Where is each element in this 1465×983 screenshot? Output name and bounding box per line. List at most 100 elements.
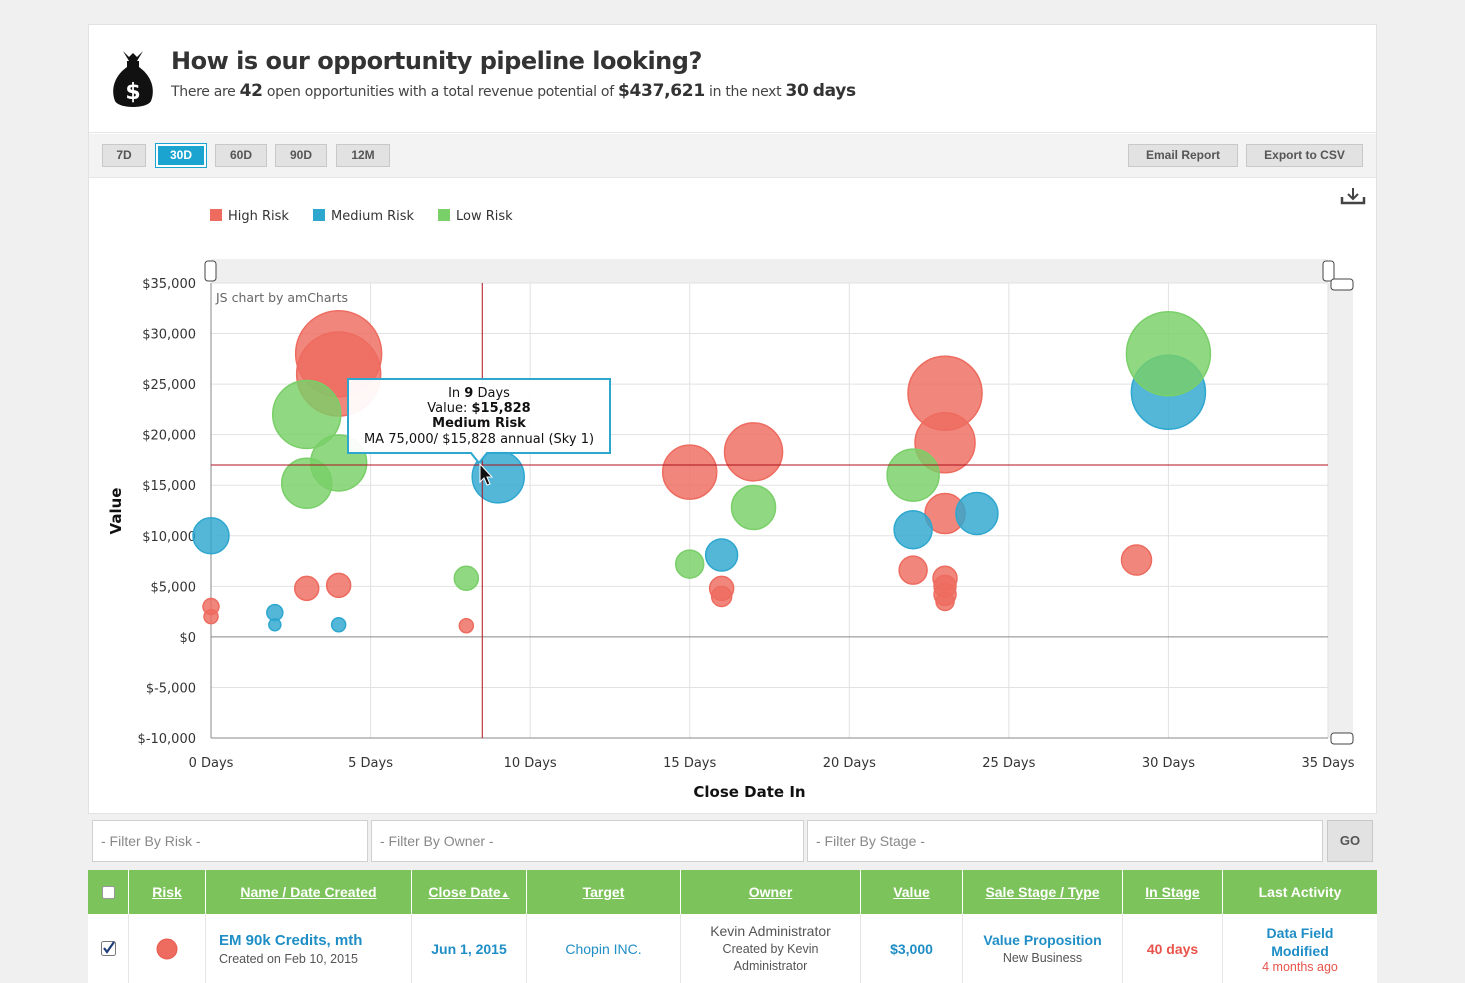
opportunity-value: $3,000 [890, 940, 933, 957]
last-activity-link[interactable]: Data Field Modified [1266, 924, 1334, 959]
bubble-point [271, 379, 342, 450]
tooltip-days: In 9 Days [448, 386, 510, 401]
chart-watermark: JS chart by amCharts [215, 290, 348, 305]
pipeline-summary: There are 42 open opportunities with a t… [171, 81, 856, 101]
bubble-point [268, 618, 282, 632]
sale-type: New Business [1002, 951, 1083, 965]
x-tick-label: 10 Days [504, 756, 557, 771]
range-90d-button[interactable]: 90D [275, 144, 327, 167]
row-checkbox[interactable] [100, 941, 116, 956]
bubble-point [293, 575, 320, 602]
page-title: How is our opportunity pipeline looking? [171, 47, 702, 75]
bubble-point [1125, 311, 1212, 397]
col-close-date[interactable]: Close Date▲ [412, 870, 527, 914]
chart-area: High Risk Medium Risk Low Risk 0 Days 5 Day… [89, 179, 1376, 815]
panel-header: $ How is our opportunity pipeline lookin… [89, 25, 1376, 133]
range-60d-button[interactable]: 60D [215, 144, 267, 167]
filter-owner-select[interactable]: - Filter By Owner - [371, 820, 804, 862]
activity-cell: Data Field Modified 4 months ago [1223, 914, 1377, 983]
target-link[interactable]: Chopin INC. [565, 940, 642, 957]
pipeline-panel: $ How is our opportunity pipeline lookin… [88, 24, 1377, 814]
bubble-point [955, 491, 999, 536]
opportunity-name-link[interactable]: EM 90k Credits, mth [219, 931, 363, 949]
download-icon[interactable] [1340, 188, 1366, 205]
col-risk[interactable]: Risk [129, 870, 206, 914]
range-30d-button[interactable]: 30D [155, 143, 207, 168]
bubble-point [704, 538, 739, 572]
bubble-point [280, 457, 333, 509]
col-owner[interactable]: Owner [681, 870, 861, 914]
table-header: Risk Name / Date Created Close Date▲ Tar… [88, 870, 1377, 914]
bubble-point [453, 565, 480, 591]
name-cell: EM 90k Credits, mth Created on Feb 10, 2… [206, 914, 412, 983]
bubble-point [710, 585, 733, 608]
bubble-point [661, 444, 718, 500]
x-tick-label: 35 Days [1301, 756, 1354, 771]
open-count: 42 [239, 81, 263, 101]
filter-stage-select[interactable]: - Filter By Stage - [807, 820, 1323, 862]
y-tick-label: $35,000 [142, 277, 196, 292]
bubble-point [1120, 544, 1153, 576]
sale-stage: Value Proposition [983, 932, 1102, 948]
legend-swatch [313, 209, 325, 221]
value-cell: $3,000 [861, 914, 963, 983]
owner-created: Created by Kevin Administrator [722, 941, 819, 973]
chart-legend: High Risk Medium Risk Low Risk [210, 209, 513, 224]
scroll-handle-bottom [1330, 732, 1354, 745]
email-report-button[interactable]: Email Report [1128, 144, 1238, 167]
y-tick-label: $-5,000 [146, 681, 196, 696]
x-axis-title: Close Date In [693, 783, 805, 801]
select-all-cell [88, 870, 129, 914]
activity-time: 4 months ago [1262, 959, 1338, 974]
bubble-chart: High Risk Medium Risk Low Risk 0 Days 5 Day… [107, 188, 1366, 801]
bubble-point [330, 617, 347, 633]
plot-area: 0 Days 5 Days 10 Days 15 Days 20 Days 25 Days… [107, 259, 1355, 801]
y-tick-label: $0 [179, 631, 196, 646]
target-cell: Chopin INC. [527, 914, 681, 983]
risk-dot-icon [156, 938, 178, 959]
scroll-handle-left [204, 260, 217, 282]
go-button[interactable]: GO [1327, 820, 1373, 862]
tooltip-value: Value: $15,828 [427, 401, 530, 416]
owner-cell: Kevin Administrator Created by Kevin Adm… [681, 914, 861, 983]
x-scrollbar [211, 259, 1328, 283]
y-tick-label: $-10,000 [138, 732, 196, 747]
tooltip-description: MA 75,000/ $15,828 annual (Sky 1) [364, 432, 594, 447]
toolbar: 7D 30D 60D 90D 12M Email Report Export t… [89, 134, 1376, 178]
col-value[interactable]: Value [861, 870, 963, 914]
x-tick-label: 0 Days [189, 756, 234, 771]
owner-name: Kevin Administrator [710, 922, 831, 939]
bubble-point [730, 484, 777, 531]
y-axis-title: Value [107, 488, 125, 535]
bubble-point [935, 591, 955, 612]
bubble-point [893, 509, 933, 550]
col-stage[interactable]: Sale Stage / Type [963, 870, 1123, 914]
bubble-point [192, 517, 230, 555]
col-in-stage[interactable]: In Stage [1123, 870, 1223, 914]
y-scrollbar [1328, 283, 1353, 738]
y-tick-label: $20,000 [142, 429, 196, 444]
filter-bar: - Filter By Risk - - Filter By Owner - -… [88, 818, 1377, 866]
scroll-handle-top [1330, 278, 1354, 291]
export-csv-button[interactable]: Export to CSV [1246, 144, 1363, 167]
range-12m-button[interactable]: 12M [336, 144, 390, 167]
created-date: Created on Feb 10, 2015 [219, 951, 358, 966]
bubble-point [674, 549, 705, 579]
col-target[interactable]: Target [527, 870, 681, 914]
bubble-point [203, 608, 219, 625]
revenue-total: $437,621 [617, 81, 705, 101]
close-date: Jun 1, 2015 [431, 940, 507, 957]
select-all-checkbox[interactable] [101, 886, 115, 899]
y-tick-label: $5,000 [151, 580, 197, 595]
col-name[interactable]: Name / Date Created [206, 870, 412, 914]
scroll-handle-right [1322, 260, 1335, 282]
y-tick-label: $25,000 [142, 378, 196, 393]
x-tick-label: 25 Days [982, 756, 1035, 771]
in-stage-cell: 40 days [1123, 914, 1223, 983]
legend-swatch [210, 209, 222, 221]
range-7d-button[interactable]: 7D [102, 144, 146, 167]
filter-risk-select[interactable]: - Filter By Risk - [92, 820, 368, 862]
opportunities-table: Risk Name / Date Created Close Date▲ Tar… [88, 870, 1377, 983]
stage-cell: Value Proposition New Business [963, 914, 1123, 983]
x-tick-label: 5 Days [348, 756, 393, 771]
